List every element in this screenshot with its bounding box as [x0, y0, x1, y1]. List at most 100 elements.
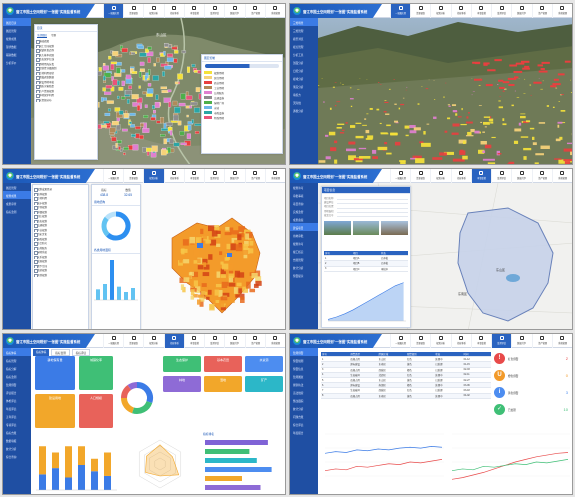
tree-item[interactable]: 其他规划	[33, 273, 88, 277]
nav-item[interactable]: 资产管理	[244, 334, 265, 348]
tab-monitor[interactable]: 指标监测	[51, 349, 70, 356]
nav-item[interactable]: 规划分析	[143, 169, 164, 183]
nav-item[interactable]: 数据共享	[224, 169, 244, 183]
tree-item[interactable]: 水系规划	[33, 255, 88, 259]
tree-item[interactable]: 详细规划	[33, 210, 88, 214]
nav-item[interactable]: 规划分析	[430, 334, 450, 348]
tree-item[interactable]: 产业规划	[33, 228, 88, 232]
nav-item[interactable]: 审查监管	[470, 334, 491, 348]
side-menu-item[interactable]: 现状数据	[6, 45, 17, 49]
nav-item[interactable]: 一张图应用	[390, 334, 410, 348]
nav-item[interactable]: 资源调查	[123, 169, 143, 183]
legend-item[interactable]: 公共服务	[202, 90, 282, 95]
side-menu-item[interactable]: 用地审批	[293, 234, 304, 238]
tree-item[interactable]: 国土空间规划	[35, 44, 97, 48]
side-menu-item[interactable]: 综合评估	[293, 423, 304, 427]
nav-item[interactable]: 一张图应用	[103, 334, 123, 348]
side-menu-item[interactable]: 日照分析	[293, 69, 304, 73]
table-row[interactable]: 3 项目C 审批中	[324, 267, 408, 272]
side-menu-item[interactable]: 督察执法	[293, 383, 304, 387]
side-menu-item[interactable]: 通视分析	[293, 109, 304, 113]
nav-item[interactable]: 资源调查	[410, 334, 430, 348]
side-menu-item[interactable]: 预警提示	[293, 274, 304, 278]
tree-item[interactable]: 水资源分布	[35, 98, 97, 102]
tree-item[interactable]: 能源规划	[33, 259, 88, 264]
side-menu-item[interactable]: 规划成果	[3, 191, 31, 199]
tree-item[interactable]: 公共服务	[33, 246, 88, 250]
table-row[interactable]: 4 生态破坏 北郊区 红色 处理中 02-11	[321, 372, 491, 378]
nav-item[interactable]: 审查监管	[470, 169, 492, 183]
side-menu-item[interactable]: 整改跟踪	[293, 399, 304, 403]
side-menu-item[interactable]: 综合查询	[6, 455, 17, 459]
tree-item[interactable]: 林地保护利用	[35, 93, 97, 98]
nav-item[interactable]: 数据共享	[511, 334, 531, 348]
heat-map-canvas[interactable]	[142, 183, 286, 330]
nav-item[interactable]: 规划分析	[430, 4, 450, 18]
indicator-card[interactable]: 城镇化率	[79, 356, 113, 390]
table-row[interactable]: 3 违规占用 西城区 橙色 已处理 02-03	[321, 368, 491, 373]
legend-item[interactable]: 规划用地	[202, 70, 282, 75]
legend-item[interactable]: 市政设施	[202, 110, 282, 115]
nav-item[interactable]: 资源调查	[410, 169, 430, 183]
nav-item[interactable]: 系统管理	[551, 169, 572, 183]
table-row[interactable]: 7 生态破坏 西城区 红色 已处理 03-18	[321, 388, 491, 394]
table-row[interactable]: 1 项目A 已审批	[324, 256, 408, 262]
legend-item[interactable]: 居住用地	[202, 75, 282, 80]
nav-item[interactable]: 系统管理	[264, 169, 285, 183]
tree-item[interactable]: 地下空间	[33, 264, 88, 268]
nav-item[interactable]: 指标体系	[450, 4, 471, 18]
side-menu-item[interactable]: 指标监测	[6, 210, 17, 214]
legend-item[interactable]: 工业用地	[202, 85, 282, 90]
tree-item[interactable]: 土地利用	[33, 196, 88, 201]
nav-item[interactable]: 规划分析	[430, 169, 450, 183]
table-row[interactable]: 6 超标建设 南湖区 橙色 处理中 03-06	[321, 383, 491, 389]
side-menu-item[interactable]: 淹没分析	[293, 85, 304, 89]
side-menu-item[interactable]: 指标监测	[6, 375, 17, 379]
nav-item[interactable]: 指标体系	[450, 334, 471, 348]
table-row[interactable]: 5 违规占用 东山区 黄色 已处理 02-27	[321, 378, 491, 384]
table-row[interactable]: 1 违规占用 东山区 红色 处理中 01-12	[321, 357, 491, 363]
alert-item[interactable]: U 橙色预警 0	[494, 367, 572, 384]
nav-item[interactable]: 审查监管	[183, 334, 204, 348]
project-photo[interactable]	[352, 220, 380, 235]
side-menu-item[interactable]: 专项评估	[6, 423, 17, 427]
tree-item[interactable]: 建设用地审批	[35, 80, 97, 84]
opacity-slider[interactable]	[205, 64, 279, 68]
tree-item[interactable]: 绿地系统	[33, 250, 88, 255]
indicator-card[interactable]: 人口规模	[79, 394, 113, 428]
side-menu-item[interactable]: 指标分解	[6, 367, 17, 371]
side-menu-item[interactable]: 天际线	[293, 101, 301, 105]
nav-item[interactable]: 指标体系	[163, 169, 184, 183]
tree-item[interactable]: 市政规划	[33, 237, 88, 241]
side-menu-item[interactable]: 填挖方	[293, 93, 301, 97]
nav-item[interactable]: 监测评估	[491, 4, 511, 18]
side-menu-item[interactable]: 图层管理	[6, 186, 17, 190]
nav-item[interactable]: 审查监管	[183, 169, 204, 183]
tree-item[interactable]: 生态规划	[33, 219, 88, 223]
side-menu-item[interactable]: 监测预警	[6, 383, 17, 387]
side-menu-item[interactable]: 图层目录	[3, 18, 31, 26]
tree-item[interactable]: 城乡规划	[33, 201, 88, 205]
tree-item[interactable]: 用地用海分类	[35, 62, 97, 66]
nav-item[interactable]: 指标体系	[163, 334, 184, 348]
side-menu-item[interactable]: 问题台账	[293, 415, 304, 419]
tree-item[interactable]: 土地利用现状	[35, 71, 97, 75]
tree-item[interactable]: 村庄规划	[33, 214, 88, 219]
tree-item[interactable]: 基础底图	[35, 39, 97, 44]
side-menu-item[interactable]: 规划许可	[293, 186, 304, 190]
side-menu-item[interactable]: 分析工具	[293, 53, 304, 57]
nav-item[interactable]: 监测评估	[204, 4, 224, 18]
tab-indicator[interactable]: 指标体系	[33, 349, 50, 356]
side-menu-item[interactable]: 预警信息	[293, 367, 304, 371]
nav-item[interactable]: 指标体系	[163, 4, 184, 18]
side-menu-item[interactable]: 预警规则	[293, 359, 304, 363]
side-menu-item[interactable]: 三维场景	[290, 18, 318, 26]
tree-item[interactable]: 地籍调查数据	[35, 75, 97, 80]
side-menu-item[interactable]: 统计分析	[293, 407, 304, 411]
nav-item[interactable]: 指标体系	[450, 169, 471, 183]
side-menu-item[interactable]: 指标台账	[6, 431, 17, 435]
indicator-card[interactable]: 基本农田	[204, 356, 242, 372]
nav-item[interactable]: 资源调查	[410, 4, 430, 18]
legend-item[interactable]: 商业用地	[202, 80, 282, 85]
alert-item[interactable]: i 黄色预警 3	[494, 384, 572, 401]
